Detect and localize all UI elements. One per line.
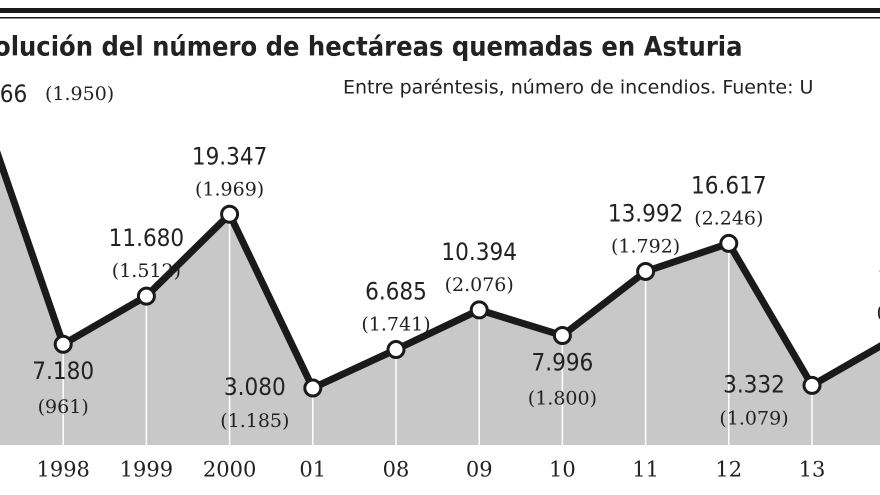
point: [552, 326, 572, 346]
point: [136, 286, 156, 306]
value-label: 10.394: [441, 238, 517, 266]
point: [53, 334, 73, 354]
value-label: 3.332: [723, 370, 785, 398]
x-tick-label: 13: [799, 458, 826, 482]
value-label: 16.617: [691, 171, 767, 199]
value-label: 11.680: [109, 224, 185, 252]
value-label: 766: [0, 80, 27, 108]
x-tick-label: 11: [632, 458, 659, 482]
top-rule-thin: [0, 17, 880, 19]
x-tick-label: 09: [466, 458, 493, 482]
point: [303, 378, 323, 398]
x-tick-label: 10: [549, 458, 576, 482]
value-label: 6.685: [365, 278, 427, 306]
chart-subtitle: Entre paréntesis, número de incendios. F…: [343, 77, 813, 99]
fires-label: (2.076): [445, 274, 514, 296]
area: [0, 160, 880, 445]
chart-title: olución del número de hectáreas quemadas…: [0, 32, 743, 63]
fires-label: (1.079): [719, 407, 788, 429]
top-band: [0, 0, 880, 9]
x-tick-label: 08: [383, 458, 410, 482]
fires-label: (1.741): [361, 314, 430, 336]
value-label: 7.996: [532, 349, 594, 377]
x-tick-label: 01: [299, 458, 326, 482]
fires-label: (1.4: [876, 302, 880, 324]
point: [469, 300, 489, 320]
value-label: 3.080: [224, 373, 286, 401]
point: [719, 233, 739, 253]
x-tick-label: 1998: [36, 458, 89, 482]
top-rule: [0, 8, 880, 13]
point: [636, 261, 656, 281]
x-tick-label: 1999: [120, 458, 173, 482]
plot: [0, 150, 880, 445]
point: [802, 375, 822, 395]
value-label: 7.8: [878, 266, 880, 294]
fires-label: (1.800): [528, 388, 597, 410]
value-label: 19.347: [192, 142, 268, 170]
fires-label: (1.512): [112, 260, 181, 282]
x-tick-label: 12: [715, 458, 742, 482]
point: [386, 340, 406, 360]
x-tick-label: 2000: [203, 458, 256, 482]
fires-label: (2.246): [694, 207, 763, 229]
fires-label: (1.950): [45, 83, 114, 105]
value-label: 7.180: [32, 357, 94, 385]
fires-label: (1.969): [195, 178, 264, 200]
value-label: 13.992: [608, 199, 684, 227]
point: [220, 204, 240, 224]
line: [0, 150, 880, 393]
fires-label: (1.185): [220, 410, 289, 432]
fires-label: (961): [38, 396, 89, 418]
fires-label: (1.792): [611, 235, 680, 257]
